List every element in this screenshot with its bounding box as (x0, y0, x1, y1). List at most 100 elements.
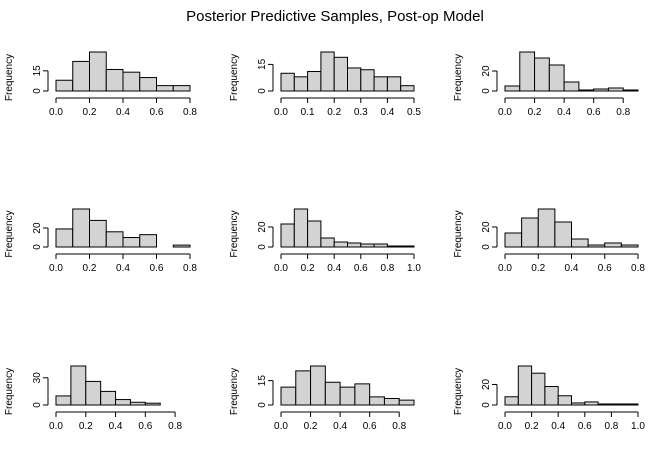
histogram-bar (386, 76, 402, 92)
x-tick-label: 0.6 (150, 107, 164, 118)
histogram-panel: 0.0 0.2 0.4 0.6 0.8 0 20 Frequency (4, 208, 197, 274)
x-tick-label: 0.6 (578, 421, 592, 432)
histogram-panel: 0.0 0.2 0.4 0.6 0.8 1.0 0 20 Frequency (453, 365, 645, 432)
histogram-bar (115, 399, 131, 406)
histogram-bar (360, 243, 375, 248)
histogram-bar (347, 67, 362, 92)
histogram-bar (280, 386, 297, 406)
histogram-bar (537, 208, 556, 248)
x-tick-label: 0.4 (551, 421, 565, 432)
histogram-bar (607, 87, 624, 92)
x-tick-label: 0.4 (116, 107, 130, 118)
histogram-bar (293, 76, 309, 92)
histogram-bar (100, 390, 117, 406)
histogram-bar (571, 238, 589, 248)
histogram-panel: 0.0 0.2 0.4 0.6 0.8 1.0 0 20 Frequency (229, 208, 421, 274)
x-tick-label: 0.8 (380, 263, 394, 274)
histogram-panel: 0.0 0.1 0.2 0.3 0.4 0.5 0 15 Frequency (229, 51, 421, 118)
histogram-bar (156, 85, 174, 92)
histogram-bar (139, 77, 157, 92)
x-tick-label: 0.4 (109, 421, 123, 432)
x-tick-label: 0.8 (183, 263, 197, 274)
histogram-bar (369, 396, 385, 406)
histogram-bar (620, 244, 639, 248)
x-tick-label: 0.6 (598, 263, 612, 274)
x-tick-label: 0.0 (274, 107, 288, 118)
x-tick-label: 0.4 (557, 107, 571, 118)
x-tick-label: 0.2 (528, 107, 542, 118)
histogram-bar (517, 365, 533, 406)
x-tick-label: 0.2 (83, 107, 97, 118)
histogram-bar (85, 380, 102, 406)
x-tick-label: 0.2 (79, 421, 93, 432)
x-tick-label: 1.0 (407, 263, 421, 274)
histogram-bar (519, 51, 536, 92)
y-tick-label: 30 (32, 372, 43, 384)
histogram-bar (373, 243, 388, 248)
x-tick-label: 0.5 (407, 107, 421, 118)
histogram-bar (347, 242, 362, 248)
histogram-bar (398, 399, 415, 406)
histogram-bar (584, 401, 599, 406)
y-tick-label: 20 (481, 378, 492, 390)
histogram-bar (386, 245, 402, 248)
histogram-bar (144, 402, 161, 406)
x-tick-label: 0.8 (604, 421, 618, 432)
x-tick-label: 0.8 (631, 263, 645, 274)
histogram-bar (593, 88, 609, 92)
histogram-bar (89, 219, 107, 248)
histogram-bar (293, 208, 309, 248)
y-tick-label: 15 (257, 375, 268, 387)
histogram-bar (55, 395, 72, 406)
histogram-bar (554, 221, 572, 248)
y-tick-label: 0 (481, 402, 492, 408)
y-axis-label: Frequency (4, 54, 15, 101)
histogram-bar (55, 228, 74, 248)
x-tick-label: 0.2 (531, 263, 545, 274)
histogram-bar (70, 365, 87, 406)
histogram-bar (324, 381, 341, 406)
histogram-bar (383, 398, 400, 406)
histogram-bar (504, 85, 521, 92)
x-tick-label: 0.4 (116, 263, 130, 274)
x-tick-label: 0.6 (150, 263, 164, 274)
y-axis-label: Frequency (453, 210, 464, 257)
histogram-bar (563, 81, 580, 92)
y-tick-label: 0 (257, 402, 268, 408)
histogram-bar (504, 232, 523, 248)
histogram-bar (55, 79, 74, 92)
x-tick-label: 0.8 (392, 421, 406, 432)
histogram-bar (534, 57, 550, 92)
histogram-panel: 0.0 0.2 0.4 0.6 0.8 0 20 Frequency (453, 51, 639, 118)
histogram-panel: 0.0 0.2 0.4 0.6 0.8 0 30 Frequency (4, 365, 182, 432)
histogram-bar (597, 403, 612, 406)
histogram-bar (172, 244, 191, 248)
histogram-bar (72, 208, 90, 248)
histogram-bar (89, 51, 107, 92)
x-tick-label: 0.0 (274, 421, 288, 432)
x-tick-label: 0.0 (49, 263, 63, 274)
x-tick-label: 0.0 (274, 263, 288, 274)
histogram-panel: 0.0 0.2 0.4 0.6 0.8 0 15 Frequency (229, 365, 415, 432)
x-tick-label: 0.0 (498, 263, 512, 274)
y-tick-label: 0 (481, 244, 492, 250)
x-tick-label: 0.0 (498, 421, 512, 432)
histogram-bar (571, 402, 586, 406)
histogram-bar (307, 220, 322, 248)
x-tick-label: 0.0 (49, 107, 63, 118)
histogram-bar (310, 365, 326, 406)
x-tick-label: 0.3 (354, 107, 368, 118)
x-tick-label: 0.8 (616, 107, 630, 118)
y-tick-label: 0 (32, 88, 43, 94)
histogram-bar (280, 72, 295, 92)
x-tick-label: 0.8 (168, 421, 182, 432)
y-axis-label: Frequency (453, 368, 464, 415)
y-axis-label: Frequency (4, 210, 15, 257)
y-tick-label: 20 (481, 221, 492, 233)
y-tick-label: 15 (257, 58, 268, 70)
histogram-bar (122, 71, 141, 92)
histogram-bar (172, 85, 191, 92)
y-tick-label: 0 (257, 88, 268, 94)
x-tick-label: 1.0 (631, 421, 645, 432)
y-tick-label: 20 (257, 221, 268, 233)
